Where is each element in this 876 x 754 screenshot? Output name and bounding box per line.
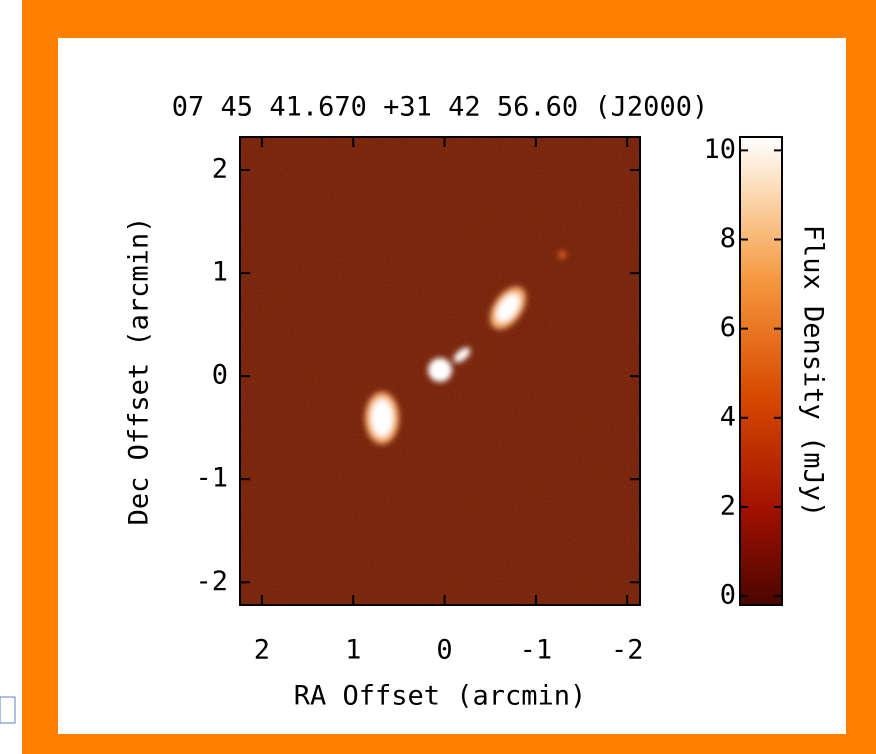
spot: [558, 251, 566, 259]
colorbar-tick-label: 4: [720, 401, 736, 432]
lobe-nw-core: [496, 293, 520, 323]
colorbar-tick-label: 2: [720, 490, 736, 521]
x-tick-label: 2: [254, 635, 270, 666]
jet: [453, 347, 471, 363]
image-border: [239, 136, 641, 606]
lobe-se-core: [371, 399, 393, 437]
x-tick-label: -2: [611, 635, 644, 666]
colorbar-tick-label: 0: [720, 580, 736, 611]
chart-title: 07 45 41.670 +31 42 56.60 (J2000): [172, 92, 708, 123]
x-tick-label: 0: [436, 635, 452, 666]
y-axis-label: Dec Offset (arcmin): [124, 217, 155, 526]
edge-box: [0, 696, 16, 724]
colorbar-tick-label: 6: [720, 312, 736, 343]
y-tick-label: -1: [195, 463, 228, 494]
y-tick-label: 0: [212, 360, 228, 391]
core: [428, 358, 452, 382]
y-tick-label: -2: [195, 566, 228, 597]
colorbar-label: Flux Density (mJy): [798, 225, 829, 518]
colorbar-tick-label: 8: [720, 223, 736, 254]
colorbar-tick-label: 10: [703, 134, 736, 165]
y-tick-label: 2: [212, 153, 228, 184]
x-tick-label: -1: [520, 635, 553, 666]
colorbar: [739, 136, 783, 606]
x-tick-label: 1: [345, 635, 361, 666]
y-tick-label: 1: [212, 257, 228, 288]
sources: [365, 251, 566, 444]
x-axis-label: RA Offset (arcmin): [294, 681, 587, 712]
